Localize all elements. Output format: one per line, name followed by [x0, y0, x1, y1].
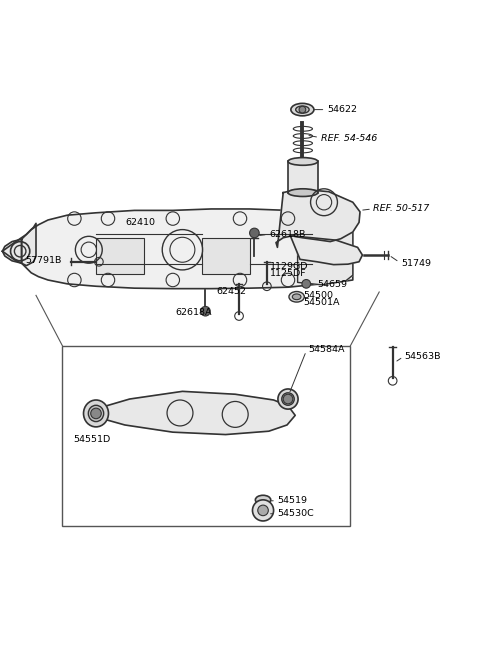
Ellipse shape	[289, 291, 304, 302]
Circle shape	[201, 306, 210, 316]
Bar	[202, 237, 250, 274]
Text: 1129GD: 1129GD	[270, 262, 308, 271]
Text: 54584A: 54584A	[308, 344, 345, 354]
Text: 54563B: 54563B	[405, 352, 441, 361]
Text: 54622: 54622	[327, 105, 357, 114]
Text: 54659: 54659	[317, 280, 348, 289]
Ellipse shape	[282, 393, 294, 405]
Circle shape	[91, 408, 101, 419]
Ellipse shape	[292, 294, 301, 300]
Text: 57791B: 57791B	[25, 256, 61, 265]
Text: REF. 54-546: REF. 54-546	[321, 134, 377, 143]
Text: 51749: 51749	[401, 258, 431, 268]
Circle shape	[283, 394, 293, 404]
Circle shape	[258, 505, 268, 516]
Ellipse shape	[255, 495, 271, 504]
Ellipse shape	[88, 405, 104, 422]
Bar	[96, 237, 144, 274]
Bar	[62, 346, 350, 525]
Text: 62618A: 62618A	[175, 308, 212, 317]
Polygon shape	[2, 223, 36, 266]
Ellipse shape	[84, 400, 108, 427]
Polygon shape	[2, 239, 22, 263]
Circle shape	[252, 500, 274, 521]
Polygon shape	[290, 236, 362, 264]
Text: 1125DF: 1125DF	[270, 269, 306, 278]
Text: 62618B: 62618B	[270, 230, 306, 239]
Polygon shape	[298, 209, 353, 285]
Polygon shape	[276, 190, 360, 247]
Text: REF. 50-517: REF. 50-517	[373, 205, 430, 213]
Circle shape	[250, 228, 259, 237]
Text: 54530C: 54530C	[277, 509, 314, 518]
Ellipse shape	[288, 157, 318, 165]
Text: 54500: 54500	[303, 291, 333, 300]
Bar	[288, 161, 318, 193]
Text: 62410: 62410	[126, 218, 156, 227]
Ellipse shape	[291, 104, 314, 116]
Polygon shape	[94, 392, 295, 434]
Text: 54501A: 54501A	[303, 298, 340, 307]
Ellipse shape	[296, 106, 309, 113]
Text: 62452: 62452	[216, 287, 246, 297]
Ellipse shape	[278, 389, 298, 409]
Ellipse shape	[288, 189, 318, 197]
Text: 54519: 54519	[277, 497, 307, 505]
Polygon shape	[22, 209, 353, 289]
Circle shape	[302, 279, 311, 288]
Text: 54551D: 54551D	[73, 436, 110, 444]
Circle shape	[299, 106, 306, 113]
